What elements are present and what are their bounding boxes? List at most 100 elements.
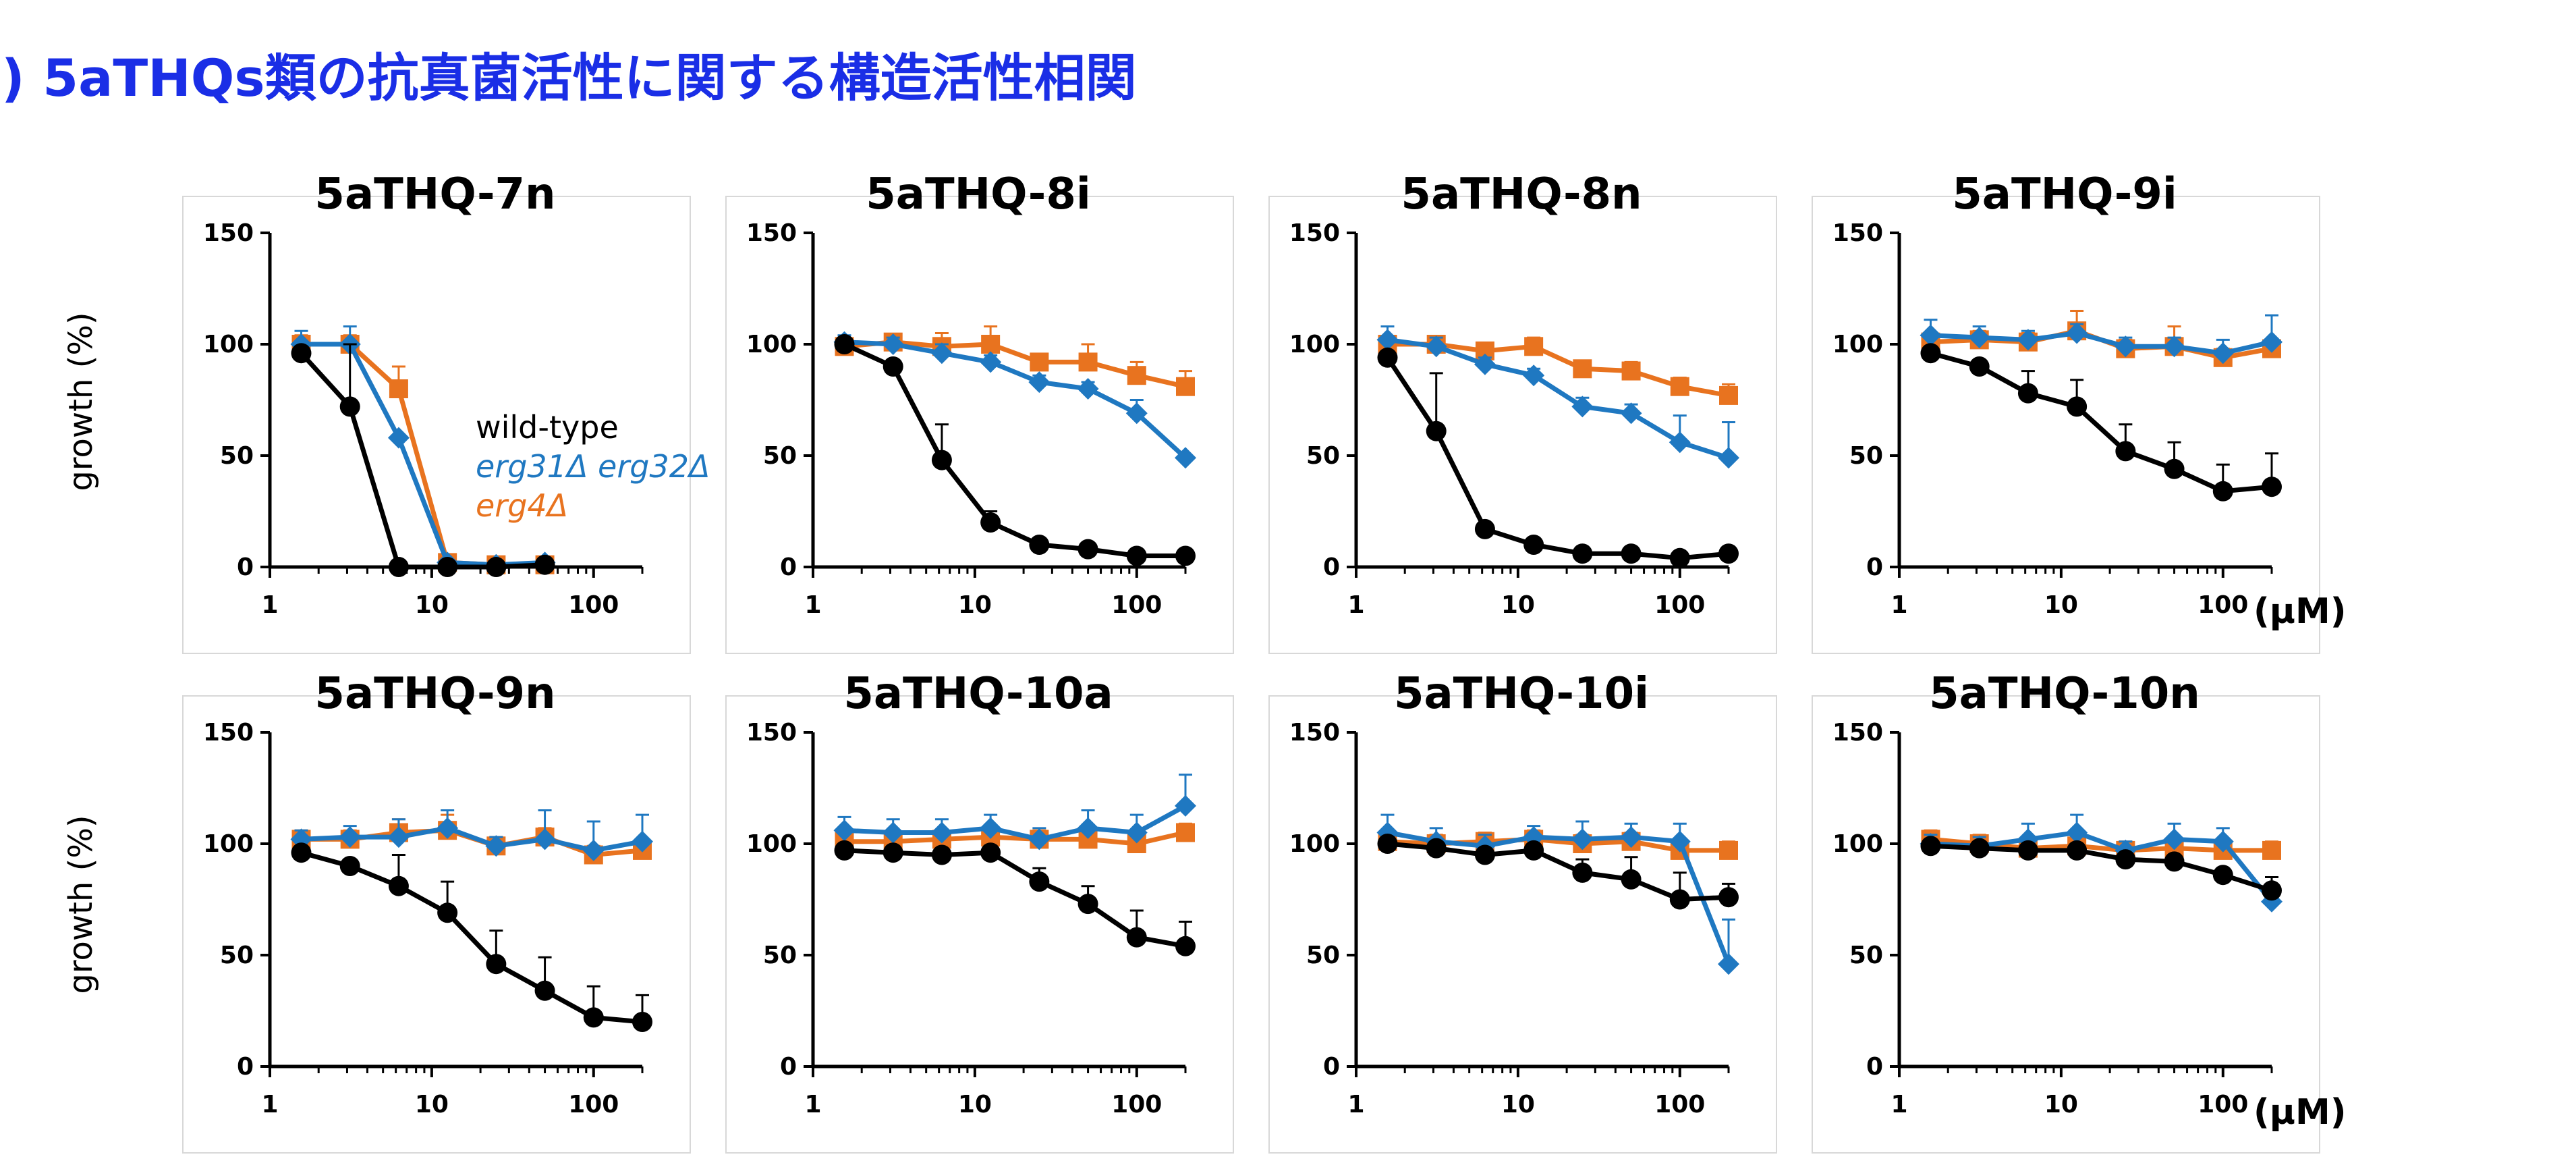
data-point	[291, 842, 312, 863]
data-point	[1524, 337, 1544, 356]
data-point	[2115, 849, 2136, 870]
chart-title: 5aTHQ-9n	[314, 669, 556, 719]
data-point	[486, 557, 507, 577]
x-tick-label: 10	[1501, 591, 1535, 619]
y-tick-label: 0	[1866, 1053, 1883, 1081]
data-point	[1718, 953, 1739, 975]
chart-title: 5aTHQ-7n	[314, 169, 556, 219]
y-tick-label: 150	[1832, 719, 1883, 747]
data-point	[1718, 543, 1739, 564]
data-point	[1523, 535, 1544, 555]
data-point	[1176, 377, 1195, 396]
data-point	[1571, 828, 1594, 850]
data-point	[1077, 817, 1099, 839]
data-point	[1572, 862, 1593, 883]
data-point	[1426, 838, 1447, 859]
data-point	[534, 554, 555, 575]
page-title: ) 5aTHQs類の抗真菌活性に関する構造活性相関	[1, 48, 1137, 108]
y-tick-label: 50	[220, 942, 254, 969]
x-tick-label: 10	[415, 591, 449, 619]
legend-erg31-erg32: erg31Δ erg32Δ	[476, 448, 710, 485]
data-point	[1621, 361, 1641, 381]
data-point	[2115, 441, 2136, 462]
x-tick-label: 10	[958, 1091, 992, 1118]
data-point	[1620, 826, 1642, 848]
chart-panel: 5aTHQ-8n 0 50 100 150 1 10 100	[1268, 173, 1777, 654]
data-point	[2066, 821, 2088, 844]
data-point	[339, 856, 360, 876]
chart-svg: 0 50 100 150 1 10 100	[1832, 219, 2283, 619]
data-point	[2115, 335, 2137, 358]
data-point	[1968, 327, 1990, 349]
data-point	[534, 828, 556, 850]
data-point	[1029, 535, 1050, 555]
y-tick-label: 100	[746, 331, 797, 358]
data-point	[1125, 821, 1148, 844]
data-point	[1920, 836, 1941, 857]
chart-title: 5aTHQ-10i	[1393, 669, 1650, 719]
y-axis-label-row2: growth (%)	[62, 815, 100, 994]
data-point	[882, 821, 904, 844]
y-tick-label: 0	[780, 553, 797, 581]
x-tick-label: 1	[1891, 591, 1907, 619]
y-tick-label: 100	[746, 830, 797, 858]
x-tick-label: 1	[804, 1091, 821, 1118]
y-tick-label: 50	[763, 942, 797, 969]
data-point	[486, 954, 507, 975]
chart-panel: 5aTHQ-10a 0 50 100 150 1 10 100	[725, 672, 1234, 1154]
data-point	[1572, 543, 1593, 564]
series-wild-type	[1920, 836, 2282, 901]
data-point	[883, 356, 903, 377]
data-point	[1669, 431, 1691, 454]
x-tick-label: 1	[804, 591, 821, 619]
data-point	[339, 826, 361, 848]
y-tick-label: 150	[746, 719, 797, 747]
data-point	[339, 396, 360, 417]
data-point	[1077, 378, 1099, 400]
x-tick-label: 10	[958, 591, 992, 619]
data-point	[1078, 352, 1098, 372]
chart-svg: 0 50 100 150 1 10 100	[746, 719, 1196, 1118]
data-point	[1969, 356, 1990, 377]
data-point	[1969, 838, 1990, 859]
chart-panel: 5aTHQ-10n 0 50 100 150 1 10 100	[1812, 672, 2320, 1154]
data-point	[1719, 385, 1738, 405]
data-point	[1669, 889, 1690, 910]
y-tick-label: 100	[1832, 331, 1883, 358]
y-axis-label-row1: growth (%)	[62, 312, 100, 491]
data-point	[1573, 359, 1592, 379]
data-point	[1175, 936, 1196, 956]
data-point	[980, 817, 1002, 839]
data-point	[388, 875, 409, 896]
data-point	[980, 842, 1001, 863]
data-point	[1474, 353, 1496, 375]
chart-panel: 5aTHQ-8i 0 50 100 150 1 10 100	[725, 173, 1234, 654]
data-point	[1669, 830, 1691, 853]
y-tick-label: 0	[237, 553, 254, 581]
series-wild-type	[1377, 834, 1739, 910]
data-point	[389, 379, 408, 398]
x-tick-label: 100	[2197, 591, 2248, 619]
x-tick-label: 100	[2197, 1091, 2248, 1118]
data-point	[1125, 402, 1148, 425]
data-point	[1669, 547, 1690, 568]
y-tick-label: 100	[203, 830, 254, 858]
x-tick-label: 10	[1501, 1091, 1535, 1118]
data-point	[1621, 869, 1642, 890]
data-point	[2164, 458, 2185, 479]
data-point	[387, 427, 410, 449]
x-tick-label: 1	[1891, 1091, 1907, 1118]
chart-frame	[1812, 695, 2320, 1154]
x-tick-label: 1	[261, 1091, 278, 1118]
data-point	[1426, 421, 1447, 441]
data-point	[1571, 396, 1594, 418]
x-tick-label: 10	[2044, 1091, 2078, 1118]
series-wild-type	[834, 334, 1196, 566]
data-point	[1030, 352, 1049, 372]
y-tick-label: 100	[203, 331, 254, 358]
y-tick-label: 150	[1832, 219, 1883, 247]
data-point	[882, 333, 904, 355]
data-point	[1175, 447, 1196, 469]
data-point	[1126, 545, 1147, 566]
x-tick-label: 100	[568, 1091, 619, 1118]
